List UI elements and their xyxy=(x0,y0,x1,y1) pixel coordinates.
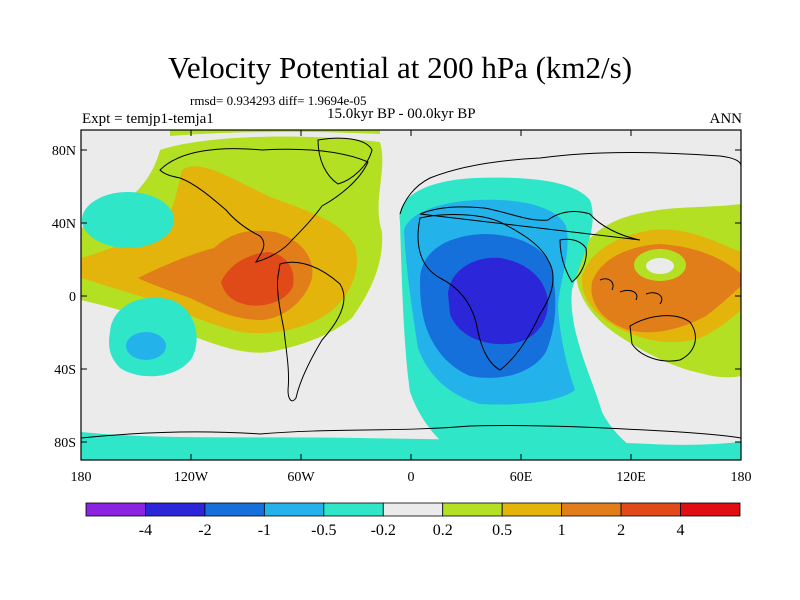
colorbar-label: -0.2 xyxy=(371,522,396,539)
antarctic-band xyxy=(81,432,741,460)
colorbar-label: 0.2 xyxy=(433,522,453,539)
coast-greenland xyxy=(317,137,373,185)
lon-tick-label: 180 xyxy=(71,470,92,485)
contour-level-neg2 xyxy=(448,257,548,345)
south-pacific-anomaly-core xyxy=(126,332,166,360)
colorbar-swatch xyxy=(442,502,503,517)
colorbar-label: 0.5 xyxy=(492,522,512,539)
lon-tick-label: 60W xyxy=(287,470,315,485)
axis-ticks: 180 120W 60W 0 60E 120E 180 80N 40N 0 40S 80S xyxy=(52,130,752,485)
lon-tick-label: 120E xyxy=(616,470,646,485)
lat-tick-label: 40S xyxy=(54,363,76,378)
colorbar-label: 2 xyxy=(617,522,625,539)
colorbar-label: 1 xyxy=(558,522,566,539)
coastlines xyxy=(81,137,741,439)
lon-tick-label: 60E xyxy=(510,470,533,485)
contour-field xyxy=(81,130,741,460)
coast-south-america xyxy=(277,261,345,402)
colorbar-label: -0.5 xyxy=(311,522,336,539)
arctic-band xyxy=(170,130,380,136)
chart-title: Velocity Potential at 200 hPa (km2/s) xyxy=(167,50,633,85)
colorbar-swatch xyxy=(620,502,681,517)
lat-tick-label: 80N xyxy=(52,144,76,159)
colorbar-label: -2 xyxy=(198,522,211,539)
lat-tick-label: 0 xyxy=(69,290,76,305)
colorbar-label: 4 xyxy=(677,522,685,539)
coast-eurasia xyxy=(399,152,741,241)
period-label: 15.0kyr BP - 00.0kyr BP xyxy=(327,106,476,122)
coast-north-america xyxy=(159,148,369,263)
colorbar-swatch xyxy=(145,502,206,517)
colorbar-swatch xyxy=(323,502,384,517)
coast-africa xyxy=(417,214,554,371)
colorbar-label: -4 xyxy=(139,522,152,539)
colorbar-swatch xyxy=(501,502,563,517)
colorbar-swatch xyxy=(382,502,444,517)
colorbar-label: -1 xyxy=(258,522,271,539)
colorbar-swatch xyxy=(680,502,741,517)
north-pacific-anomaly xyxy=(82,192,174,248)
coast-antarctica xyxy=(81,424,741,439)
season-label: ANN xyxy=(709,111,743,127)
colorbar-swatch xyxy=(85,502,146,517)
coast-india xyxy=(559,238,587,283)
colorbar: -4 -2 -1 -0.5 -0.2 0.2 0.5 1 2 4 xyxy=(85,502,741,539)
coast-maritime xyxy=(599,278,663,305)
lat-tick-label: 40N xyxy=(52,217,76,232)
lat-tick-label: 80S xyxy=(54,436,76,451)
colorbar-swatch xyxy=(561,502,622,517)
lon-tick-label: 180 xyxy=(731,470,752,485)
north-pacific-low-east-core xyxy=(646,258,674,274)
contour-level-1-east xyxy=(591,244,741,333)
experiment-label: Expt = temjp1-temja1 xyxy=(82,111,214,127)
lon-tick-label: 120W xyxy=(174,470,209,485)
coast-australia xyxy=(629,315,696,362)
stats-label: rmsd= 0.934293 diff= 1.9694e-05 xyxy=(190,93,367,108)
colorbar-swatch xyxy=(263,502,325,517)
contour-level-2-west xyxy=(221,252,294,306)
lon-tick-label: 0 xyxy=(408,470,415,485)
colorbar-swatch xyxy=(204,502,265,517)
